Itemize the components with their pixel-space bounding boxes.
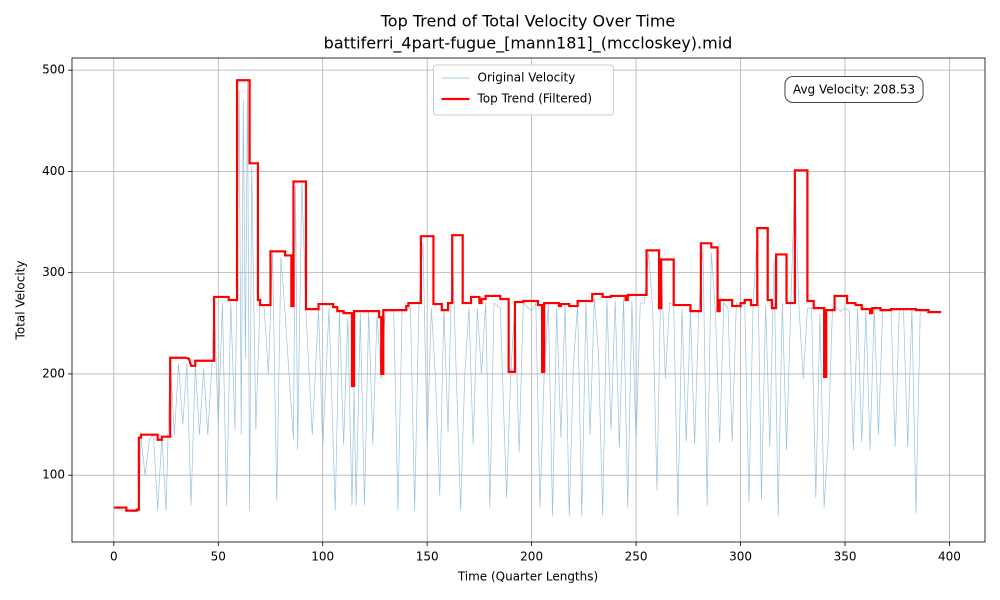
x-tick-label: 50 (211, 550, 226, 564)
y-axis-label: Total Velocity (14, 261, 28, 341)
chart-subtitle: battiferri_4part-fugue_[mann181]_(mcclos… (324, 34, 733, 54)
y-tick-label: 500 (42, 63, 65, 77)
annotation: Avg Velocity: 208.53 (793, 83, 915, 97)
chart-title: Top Trend of Total Velocity Over Time (380, 12, 676, 31)
y-tick-label: 100 (42, 468, 65, 482)
x-tick-label: 300 (729, 550, 752, 564)
y-tick-label: 400 (42, 164, 65, 178)
y-tick-label: 300 (42, 265, 65, 279)
x-tick-label: 150 (416, 550, 439, 564)
legend-label: Top Trend (Filtered) (477, 92, 593, 106)
x-tick-label: 0 (110, 550, 118, 564)
series-line (113, 79, 942, 512)
x-tick-label: 200 (520, 550, 543, 564)
legend: Original Velocity Top Trend (Filtered) (433, 64, 614, 116)
x-tick-label: 400 (938, 550, 961, 564)
x-tick-label: 250 (625, 550, 648, 564)
legend-label: Original Velocity (478, 71, 576, 85)
y-tick-label: 200 (42, 366, 65, 380)
plot-frame (71, 57, 986, 543)
annotation-box (784, 76, 924, 103)
x-tick-label: 100 (311, 550, 334, 564)
legend-box (433, 64, 614, 116)
x-axis-label: Time (Quarter Lengths) (457, 570, 598, 584)
x-tick-label: 350 (834, 550, 857, 564)
